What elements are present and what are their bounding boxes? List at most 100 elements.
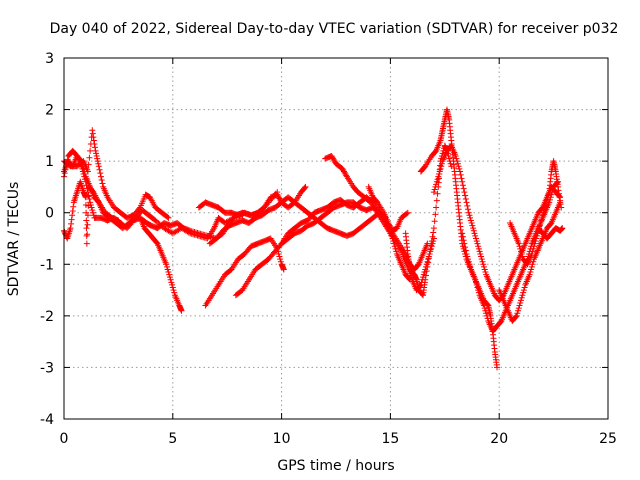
series-arc-16 (459, 178, 561, 335)
data-point (447, 160, 454, 167)
data-point (527, 269, 534, 276)
data-point (425, 259, 432, 266)
data-point (167, 276, 174, 283)
data-point (430, 189, 437, 196)
series-arc-07 (232, 199, 390, 299)
data-point (464, 253, 471, 260)
data-point (330, 155, 337, 162)
x-tick-label: 20 (490, 431, 508, 447)
data-point (280, 266, 287, 273)
x-tick-label: 5 (168, 431, 177, 447)
data-point (340, 167, 347, 174)
data-point (554, 183, 561, 190)
data-point (438, 160, 445, 167)
data-point (429, 233, 436, 240)
data-point (68, 216, 75, 223)
series-arc-14 (417, 106, 501, 371)
data-point (275, 250, 282, 257)
data-point (404, 209, 411, 216)
data-point (432, 183, 439, 190)
data-point (533, 235, 540, 242)
series-arc-12 (365, 183, 411, 234)
data-point (484, 301, 491, 308)
data-point (84, 221, 91, 228)
data-point (454, 158, 461, 165)
y-tick-label: 1 (45, 154, 54, 170)
y-tick-label: 3 (45, 51, 54, 67)
data-point (470, 227, 477, 234)
data-point (424, 258, 431, 265)
data-point (340, 168, 347, 175)
data-point (339, 165, 346, 172)
data-point (519, 292, 526, 299)
series-arc-03 (61, 127, 172, 221)
data-point (481, 305, 488, 312)
data-point (164, 266, 171, 273)
data-point (83, 217, 90, 224)
data-point (462, 195, 469, 202)
data-point (432, 211, 439, 218)
data-point (540, 209, 547, 216)
data-point (158, 222, 165, 229)
data-point (459, 178, 466, 185)
data-point (274, 191, 281, 198)
data-point (163, 261, 170, 268)
data-point (62, 166, 69, 173)
data-point (61, 170, 68, 177)
data-point (169, 284, 176, 291)
data-point (165, 269, 172, 276)
data-point (465, 258, 472, 265)
data-point (494, 364, 501, 371)
data-point (482, 307, 489, 314)
series-arc-11 (322, 152, 437, 294)
data-point (385, 221, 392, 228)
data-point (170, 287, 177, 294)
x-axis-label: GPS time / hours (277, 458, 394, 474)
data-point (555, 187, 562, 194)
data-point (84, 168, 91, 175)
data-point (166, 271, 173, 278)
data-point (461, 240, 468, 247)
data-point (538, 217, 545, 224)
data-point (519, 253, 526, 260)
data-point (434, 190, 441, 197)
data-point (459, 233, 466, 240)
data-point (433, 178, 440, 185)
data-point (476, 248, 483, 255)
data-point (89, 130, 96, 137)
data-point (472, 279, 479, 286)
data-point (153, 239, 160, 246)
data-point (457, 171, 464, 178)
data-point (428, 243, 435, 250)
data-point (471, 230, 478, 237)
data-point (515, 240, 522, 247)
data-point (89, 127, 96, 134)
data-point (95, 163, 102, 170)
data-point (85, 202, 92, 209)
data-point (559, 225, 566, 232)
data-point (422, 272, 429, 279)
data-point (513, 312, 520, 319)
data-point (82, 171, 89, 178)
data-point (425, 255, 432, 262)
data-point (520, 289, 527, 296)
data-point (86, 154, 93, 161)
data-point (331, 158, 338, 165)
data-point (478, 253, 485, 260)
data-point (520, 287, 527, 294)
data-point (433, 181, 440, 188)
data-point (153, 218, 160, 225)
data-point (481, 266, 488, 273)
data-point (512, 313, 519, 320)
data-point (474, 240, 481, 247)
data-point (427, 246, 434, 253)
data-point (483, 312, 490, 319)
data-point (516, 243, 523, 250)
data-point (470, 225, 477, 232)
data-point (430, 225, 437, 232)
x-tick-label: 15 (381, 431, 399, 447)
data-point (169, 281, 176, 288)
data-point (477, 250, 484, 257)
data-point (276, 195, 283, 202)
